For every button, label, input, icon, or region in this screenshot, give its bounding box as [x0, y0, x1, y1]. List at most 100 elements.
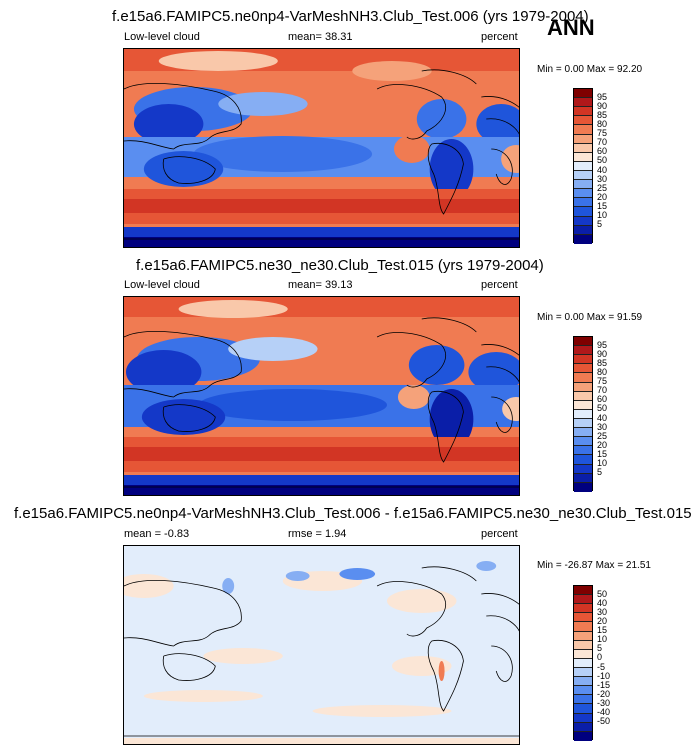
- colorbar-swatch: [574, 482, 592, 492]
- colorbar-tick-label: 40: [597, 164, 608, 175]
- colorbar-tick-label: 10: [597, 458, 608, 469]
- diff-patch: [387, 589, 457, 613]
- diff-patch: [391, 656, 452, 676]
- npacific-cloud: [218, 92, 308, 116]
- colorbar-tick-label: -5: [597, 661, 606, 672]
- colorbar-tick-label: 5: [597, 467, 603, 478]
- npacific-cloud: [228, 337, 318, 361]
- colorbar-tick-label: 80: [597, 366, 608, 377]
- colorbar-swatch: [574, 170, 592, 181]
- peru-stratocumulus: [397, 385, 430, 409]
- southern-ocean-core: [124, 199, 519, 213]
- colorbar-tick-label: 75: [597, 128, 608, 139]
- africa-low-cloud: [468, 352, 519, 392]
- colorbar-tick-label: 95: [597, 91, 608, 102]
- colorbar-tick-label: -40: [597, 707, 611, 718]
- colorbar-swatch: [574, 107, 592, 117]
- colorbar-swatch: [574, 198, 592, 208]
- colorbar-tick-label: 5: [597, 643, 603, 654]
- panel2-colorbar: [573, 336, 593, 492]
- colorbar-swatch: [574, 89, 592, 99]
- panel3-colorbar: [573, 585, 593, 741]
- colorbar-swatch: [574, 455, 592, 465]
- samerica-low-cloud: [429, 389, 474, 449]
- panel3-units: percent: [481, 528, 518, 540]
- cloud-field: [352, 61, 432, 81]
- colorbar-tick-label: -15: [597, 679, 611, 690]
- colorbar-tick-label: 30: [597, 173, 608, 184]
- colorbar-tick-label: 95: [597, 339, 608, 350]
- colorbar-swatch: [574, 667, 592, 678]
- panel1-minmax: Min = 0.00 Max = 92.20: [537, 64, 643, 75]
- peru-stratocumulus: [393, 135, 430, 163]
- colorbar-swatch: [574, 143, 592, 153]
- colorbar-tick-label: -20: [597, 688, 611, 699]
- colorbar-swatch: [574, 125, 592, 135]
- colorbar-tick-label: 30: [597, 606, 608, 617]
- diff-positive: [438, 661, 445, 681]
- colorbar-tick-label: 0: [597, 652, 603, 663]
- colorbar-swatch: [574, 234, 592, 244]
- panel1-variable-label: Low-level cloud: [124, 31, 200, 43]
- colorbar-tick-label: 15: [597, 201, 608, 212]
- cloud-field: [158, 51, 278, 71]
- colorbar-tick-label: 60: [597, 394, 608, 405]
- colorbar-swatch: [574, 189, 592, 199]
- colorbar-swatch: [574, 364, 592, 374]
- diff-patch: [124, 574, 174, 598]
- colorbar-tick-label: 10: [597, 634, 608, 645]
- southern-ocean-core: [124, 447, 519, 461]
- colorbar-tick-label: 70: [597, 385, 608, 396]
- panel3-title: f.e15a6.FAMIPC5.ne0np4-VarMeshNH3.Club_T…: [14, 505, 692, 522]
- panel2-title: f.e15a6.FAMIPC5.ne30_ne30.Club_Test.015 …: [136, 257, 544, 274]
- colorbar-swatch: [574, 134, 592, 144]
- namibia-stratocumulus: [501, 145, 519, 173]
- asia-low-cloud-core: [125, 350, 202, 394]
- colorbar-tick-label: 85: [597, 357, 608, 368]
- panel3-map: [123, 545, 520, 745]
- africa-low-cloud: [476, 104, 519, 144]
- colorbar-swatch: [574, 346, 592, 356]
- panel2-mean: mean= 39.13: [288, 279, 353, 291]
- colorbar-swatch: [574, 216, 592, 226]
- diff-patch: [124, 738, 519, 744]
- colorbar-swatch: [574, 98, 592, 108]
- panel2-variable-label: Low-level cloud: [124, 279, 200, 291]
- colorbar-swatch: [574, 337, 592, 347]
- colorbar-tick-label: 30: [597, 421, 608, 432]
- namerica-low-cloud: [408, 345, 465, 385]
- colorbar-swatch: [574, 704, 592, 714]
- colorbar-swatch: [574, 446, 592, 456]
- panel1-map: [123, 48, 520, 248]
- colorbar-swatch: [574, 437, 592, 447]
- colorbar-swatch: [574, 613, 592, 623]
- colorbar-swatch: [574, 631, 592, 641]
- cloud-field: [178, 300, 288, 318]
- diff-patch: [143, 690, 263, 702]
- diff-negative: [339, 568, 376, 580]
- colorbar-swatch: [574, 116, 592, 126]
- colorbar-swatch: [574, 152, 592, 162]
- colorbar-swatch: [574, 622, 592, 632]
- colorbar-swatch: [574, 731, 592, 741]
- colorbar-tick-label: 90: [597, 348, 608, 359]
- diff-patch: [312, 705, 452, 717]
- colorbar-tick-label: 10: [597, 210, 608, 221]
- colorbar-swatch: [574, 373, 592, 383]
- coastlines: [124, 566, 519, 737]
- colorbar-tick-label: 60: [597, 146, 608, 157]
- colorbar-tick-label: 20: [597, 439, 608, 450]
- colorbar-swatch: [574, 382, 592, 392]
- colorbar-swatch: [574, 391, 592, 401]
- panel1-title: f.e15a6.FAMIPC5.ne0np4-VarMeshNH3.Club_T…: [112, 8, 589, 25]
- colorbar-swatch: [574, 640, 592, 650]
- colorbar-tick-label: 50: [597, 155, 608, 166]
- colorbar-tick-label: 25: [597, 430, 608, 441]
- colorbar-tick-label: 70: [597, 137, 608, 148]
- pacific-tropics: [198, 389, 388, 421]
- panel1-units: percent: [481, 31, 518, 43]
- antarctica-core: [124, 485, 519, 495]
- colorbar-swatch: [574, 649, 592, 659]
- panel3-mean: mean = -0.83: [124, 528, 190, 540]
- colorbar-tick-label: 15: [597, 449, 608, 460]
